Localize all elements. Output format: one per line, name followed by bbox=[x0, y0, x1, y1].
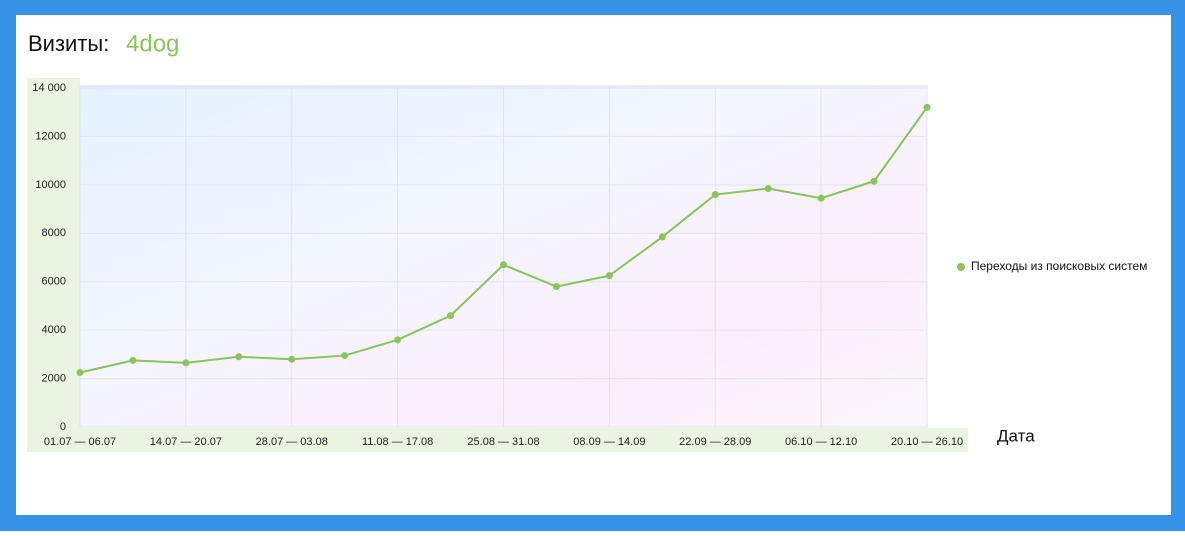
x-tick-label: 22.09 — 28.09 bbox=[679, 436, 751, 448]
data-point bbox=[711, 191, 719, 199]
data-point bbox=[817, 194, 825, 202]
data-point bbox=[764, 184, 772, 192]
x-tick-label: 11.08 — 17.08 bbox=[362, 436, 433, 448]
x-tick-label: 01.07 — 06.07 bbox=[44, 436, 116, 448]
data-point bbox=[658, 233, 666, 241]
data-point bbox=[76, 369, 84, 377]
title: Визиты: bbox=[28, 31, 109, 56]
x-tick-label: 28.07 — 03.08 bbox=[256, 436, 328, 448]
chart-layer: 0 2000 4000 6000 8000 10000 12000 14 000 01.07 —… bbox=[32, 82, 1147, 448]
data-point bbox=[341, 352, 349, 360]
data-point bbox=[129, 356, 137, 364]
y-tick-label: 2000 bbox=[42, 372, 66, 384]
y-tick-label: 4000 bbox=[42, 324, 66, 336]
x-tick-label: 14.07 — 20.07 bbox=[150, 436, 222, 448]
x-tick-label: 08.09 — 14.09 bbox=[573, 436, 645, 448]
y-tick-label: 12000 bbox=[35, 130, 66, 142]
data-point bbox=[552, 283, 560, 291]
x-axis-label: Дата bbox=[997, 426, 1035, 445]
data-point bbox=[182, 359, 190, 367]
legend-marker bbox=[957, 263, 965, 271]
data-point bbox=[235, 353, 243, 361]
data-point bbox=[605, 272, 613, 280]
x-label-band bbox=[27, 428, 968, 452]
y-tick-label: 0 bbox=[60, 421, 66, 433]
y-tick-label: 6000 bbox=[42, 276, 66, 288]
x-tick-label: 25.08 — 31.08 bbox=[467, 436, 539, 448]
data-point bbox=[500, 261, 507, 269]
y-tick-label: 10000 bbox=[35, 179, 66, 191]
data-point bbox=[288, 355, 296, 363]
x-tick-label: 06.10 — 12.10 bbox=[785, 436, 857, 448]
data-point bbox=[394, 336, 402, 344]
y-tick-label: 8000 bbox=[42, 227, 66, 239]
x-tick-label: 20.10 — 26.10 bbox=[891, 436, 963, 448]
data-point bbox=[447, 312, 455, 320]
data-point bbox=[923, 103, 931, 111]
y-label-band bbox=[27, 78, 80, 428]
site-name[interactable]: 4dog bbox=[126, 30, 179, 57]
legend-label: Переходы из поисковых систем bbox=[971, 259, 1147, 273]
y-tick-label: 14 000 bbox=[32, 82, 66, 94]
data-point bbox=[870, 177, 878, 185]
